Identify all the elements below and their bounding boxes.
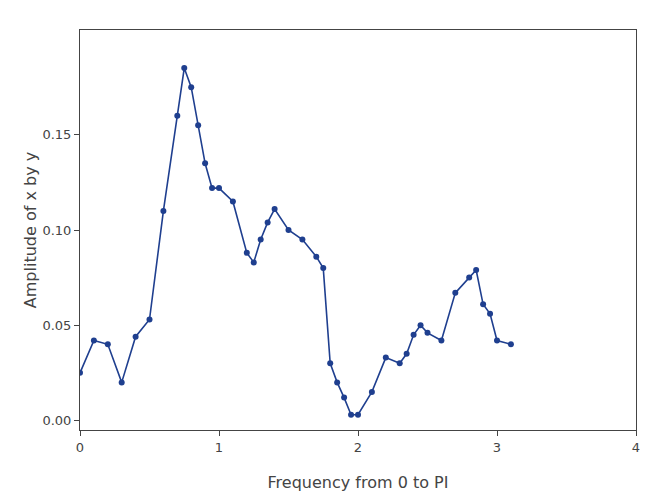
svg-text:0: 0: [76, 440, 84, 455]
svg-text:0.10: 0.10: [42, 223, 71, 238]
svg-text:0.00: 0.00: [42, 413, 71, 428]
svg-text:3: 3: [493, 440, 501, 455]
svg-text:2: 2: [354, 440, 362, 455]
svg-text:4: 4: [632, 440, 640, 455]
svg-text:Frequency from 0 to PI: Frequency from 0 to PI: [268, 473, 449, 492]
svg-text:0.15: 0.15: [42, 127, 71, 142]
svg-text:0.05: 0.05: [42, 318, 71, 333]
svg-text:Amplitude of x by y: Amplitude of x by y: [21, 152, 40, 308]
svg-text:1: 1: [215, 440, 223, 455]
